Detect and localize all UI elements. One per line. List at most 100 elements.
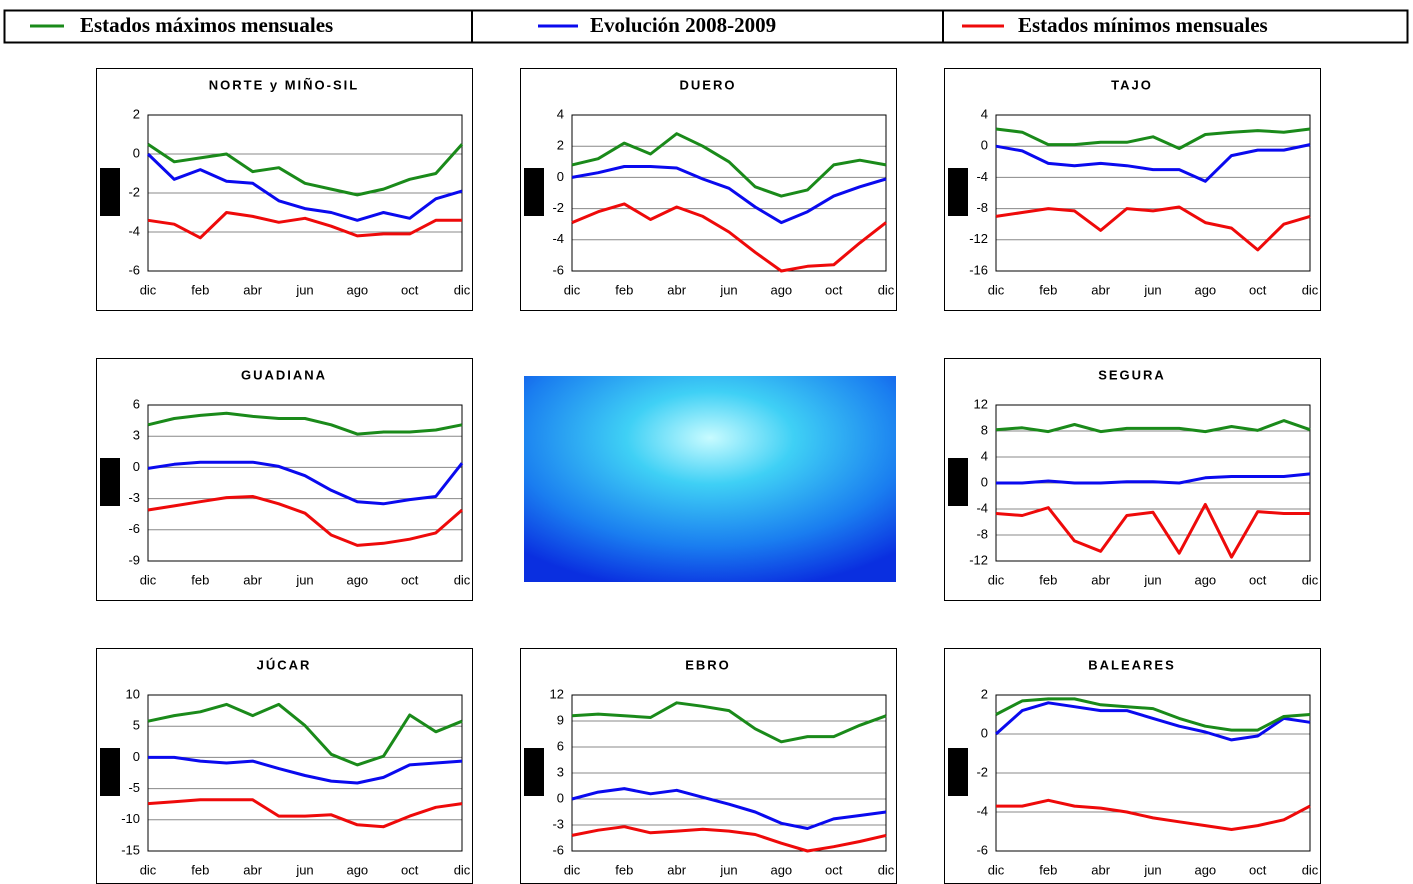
x-tick-label: dic [988,282,1005,297]
water-image [524,376,896,582]
y-tick-label: 0 [133,749,140,764]
x-tick-label: dic [140,862,157,877]
x-tick-label: dic [454,282,471,297]
chart-title: DUERO [680,77,737,92]
y-tick-label: -4 [976,500,988,515]
chart-box [96,648,473,884]
x-tick-label: oct [401,282,419,297]
side-block [100,748,120,796]
x-tick-label: ago [346,572,368,587]
y-tick-label: -8 [976,526,988,541]
side-block [524,168,544,216]
x-tick-label: abr [1091,282,1110,297]
y-tick-label: 12 [974,396,988,411]
y-tick-label: 0 [557,790,564,805]
chart-title: SEGURA [1098,367,1166,382]
chart-title: NORTE y MIÑO-SIL [209,77,359,92]
legend-label: Estados mínimos mensuales [1018,13,1268,37]
y-tick-label: -6 [976,842,988,857]
y-tick-label: -4 [976,803,988,818]
x-tick-label: dic [988,572,1005,587]
x-tick-label: oct [825,282,843,297]
y-tick-label: -12 [969,231,988,246]
y-tick-label: 9 [557,712,564,727]
x-tick-label: abr [243,862,262,877]
series-line [571,202,887,273]
side-block [948,748,968,796]
x-tick-label: dic [1302,282,1319,297]
chart-title: BALEARES [1088,657,1176,672]
y-tick-label: 6 [133,396,140,411]
y-tick-label: 2 [981,686,988,701]
chart-panel: -12 -8 -4 0 4 8 12 dic feb abr jun ago oct dic SEGURA [944,358,1321,601]
x-tick-label: jun [295,572,313,587]
series-line [571,787,887,830]
chart-panel: -6 -4 -2 0 2 4 dic feb abr jun ago oct dic DUERO [520,68,897,311]
y-tick-label: -2 [552,200,564,215]
y-tick-label: 5 [133,718,140,733]
x-tick-label: dic [454,862,471,877]
side-block [100,458,120,506]
y-tick-label: 6 [557,738,564,753]
plot-frame [147,114,463,272]
x-tick-label: abr [667,862,686,877]
legend-label: Evolución 2008-2009 [590,13,776,37]
x-tick-label: jun [295,282,313,297]
x-tick-label: dic [140,282,157,297]
x-tick-label: oct [401,862,419,877]
series-line [995,143,1311,183]
y-tick-label: 0 [133,459,140,474]
series-line [147,702,463,767]
chart-box [944,648,1321,884]
x-tick-label: abr [667,282,686,297]
x-tick-label: dic [1302,572,1319,587]
series-line [571,132,887,198]
x-tick-label: dic [564,282,581,297]
x-tick-label: jun [1143,862,1161,877]
series-line [146,152,463,222]
x-tick-label: dic [140,572,157,587]
series-line [995,127,1311,150]
chart-panel: -6 -3 0 3 6 9 12 dic feb abr jun ago oct dic EBRO [520,648,897,884]
series-line [995,697,1311,732]
y-tick-label: -16 [969,262,988,277]
chart-panel: -9 -6 -3 0 3 6 dic feb abr jun ago oct dic GUADIANA [96,358,473,601]
y-tick-label: 12 [550,686,564,701]
x-tick-label: abr [243,282,262,297]
x-tick-label: feb [1039,862,1057,877]
x-tick-label: oct [401,572,419,587]
chart-panel: -6 -4 -2 0 2 dic feb abr jun ago oct dic NORTE y MIÑ… [96,68,473,311]
x-tick-label: ago [346,282,368,297]
series-line [996,798,1311,831]
y-tick-label: 4 [981,448,988,463]
y-tick-label: -3 [552,816,564,831]
x-tick-label: dic [454,572,471,587]
plot-frame [995,114,1311,272]
chart-panel: -15 -10 -5 0 5 10 dic feb abr jun ago oct dic JÚCAR [96,648,473,884]
chart-title: TAJO [1111,77,1153,92]
x-tick-label: feb [191,282,209,297]
x-tick-label: feb [615,862,633,877]
y-tick-label: -2 [976,764,988,779]
y-tick-label: -6 [128,262,140,277]
side-block [100,168,120,216]
x-tick-label: abr [1091,862,1110,877]
plot-frame [571,114,887,272]
x-tick-label: feb [191,572,209,587]
y-tick-label: -12 [969,552,988,567]
legend-box [3,9,1409,44]
series-line [995,701,1311,742]
y-tick-label: 4 [981,106,988,121]
x-tick-label: abr [243,572,262,587]
x-tick-label: oct [825,862,843,877]
x-tick-label: dic [988,862,1005,877]
y-tick-label: -4 [128,223,140,238]
x-tick-label: feb [1039,282,1057,297]
chart-panel: -16 -12 -8 -4 0 4 dic feb abr jun ago oct dic TAJO [944,68,1321,311]
x-tick-label: ago [770,862,792,877]
y-tick-label: -15 [121,842,140,857]
y-tick-label: -8 [976,200,988,215]
y-tick-label: 3 [133,428,140,443]
x-tick-label: feb [191,862,209,877]
